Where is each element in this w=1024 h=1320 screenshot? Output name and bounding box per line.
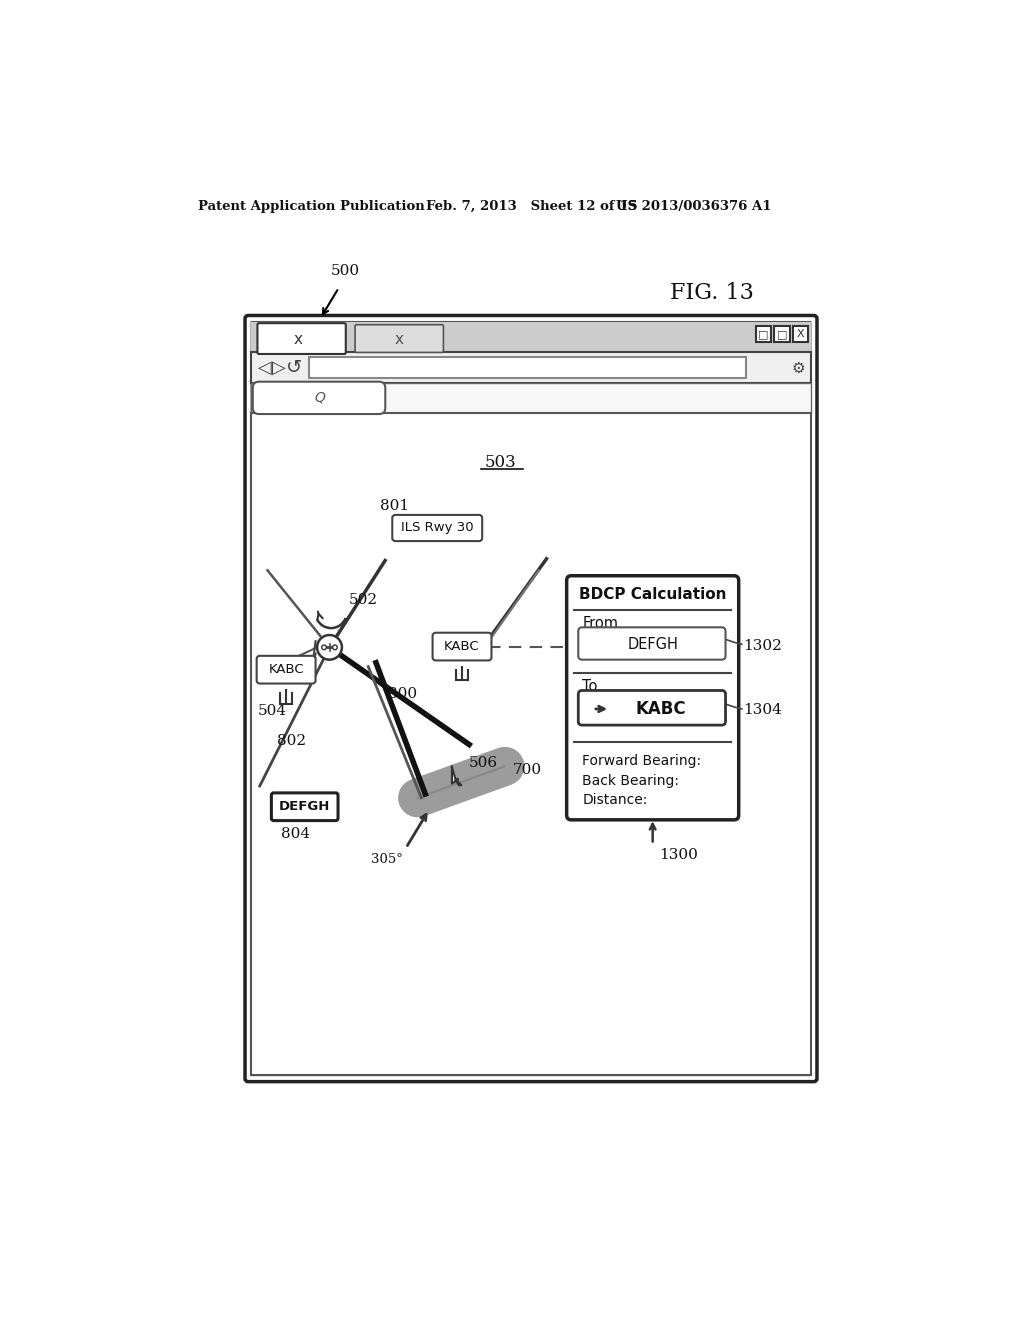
Text: X: X (797, 329, 805, 339)
Text: ↺: ↺ (287, 358, 303, 378)
Polygon shape (452, 767, 461, 785)
FancyBboxPatch shape (257, 656, 315, 684)
Bar (774, 326, 790, 342)
Text: 801: 801 (380, 499, 409, 512)
FancyBboxPatch shape (579, 627, 726, 660)
Text: 1300: 1300 (658, 849, 697, 862)
Text: x: x (294, 331, 303, 347)
Text: □: □ (758, 329, 769, 339)
Text: Feb. 7, 2013   Sheet 12 of 15: Feb. 7, 2013 Sheet 12 of 15 (426, 199, 638, 213)
Text: 1304: 1304 (743, 704, 782, 718)
Text: Back Bearing:: Back Bearing: (583, 774, 679, 788)
Text: 802: 802 (276, 734, 306, 748)
Text: From: From (583, 616, 618, 631)
Text: 305°: 305° (371, 853, 402, 866)
Text: Forward Bearing:: Forward Bearing: (583, 754, 701, 768)
FancyBboxPatch shape (245, 315, 817, 1081)
Text: 1302: 1302 (743, 639, 782, 653)
Text: BDCP Calculation: BDCP Calculation (579, 587, 726, 602)
Text: ◁: ◁ (258, 359, 272, 376)
Circle shape (322, 645, 327, 649)
FancyBboxPatch shape (579, 690, 726, 725)
Text: 506: 506 (469, 756, 498, 770)
Text: DEFGH: DEFGH (628, 636, 678, 652)
Text: 800: 800 (388, 686, 417, 701)
FancyBboxPatch shape (251, 322, 811, 1076)
Text: FIG. 13: FIG. 13 (671, 282, 755, 304)
Text: US 2013/0036376 A1: US 2013/0036376 A1 (616, 199, 772, 213)
Bar (251, 383, 811, 412)
Text: 504: 504 (258, 705, 288, 718)
FancyBboxPatch shape (271, 793, 338, 821)
FancyBboxPatch shape (432, 632, 492, 660)
Text: 503: 503 (484, 454, 516, 471)
Text: ⚙: ⚙ (792, 360, 805, 375)
FancyBboxPatch shape (257, 323, 346, 354)
Text: KABC: KABC (268, 663, 304, 676)
Bar (308, 358, 746, 378)
Text: 500: 500 (331, 264, 359, 277)
Text: 804: 804 (282, 826, 310, 841)
FancyBboxPatch shape (566, 576, 738, 820)
FancyBboxPatch shape (355, 325, 443, 352)
Text: KABC: KABC (444, 640, 480, 653)
Bar (251, 352, 811, 383)
Text: Q: Q (314, 391, 325, 405)
Text: Patent Application Publication: Patent Application Publication (198, 199, 425, 213)
Bar (756, 326, 771, 342)
Text: □: □ (777, 329, 787, 339)
Bar (251, 322, 811, 351)
Text: 700: 700 (513, 763, 542, 777)
Text: ILS Rwy 30: ILS Rwy 30 (401, 521, 473, 535)
Bar (793, 326, 809, 342)
Text: DEFGH: DEFGH (279, 800, 331, 813)
Bar (251, 412, 811, 1076)
Text: To: To (583, 678, 598, 694)
Text: 502: 502 (349, 593, 378, 607)
Circle shape (317, 635, 342, 660)
FancyBboxPatch shape (392, 515, 482, 541)
Text: x: x (394, 331, 403, 347)
Text: ▷: ▷ (272, 359, 286, 376)
Text: Distance:: Distance: (583, 793, 647, 807)
Circle shape (333, 645, 337, 649)
FancyBboxPatch shape (253, 381, 385, 414)
Text: KABC: KABC (635, 700, 686, 718)
